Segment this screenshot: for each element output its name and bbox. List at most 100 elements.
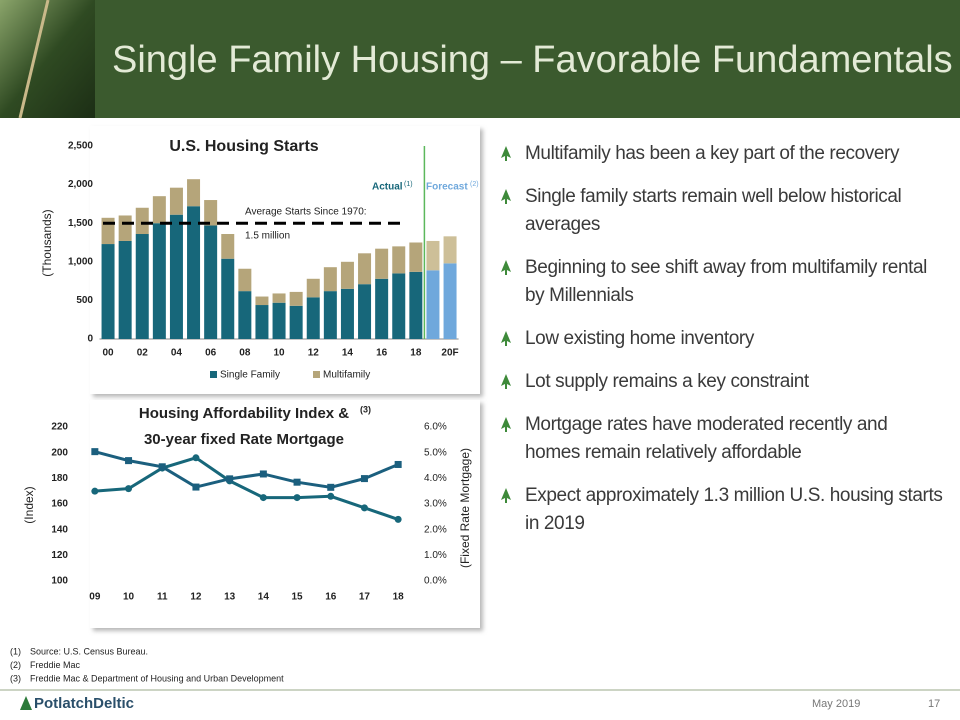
footnote-marker: (1) bbox=[10, 646, 21, 656]
marker bbox=[226, 475, 234, 483]
marker bbox=[327, 483, 335, 491]
bar bbox=[323, 291, 337, 339]
bullet-text: Multifamily has been a key part of the r… bbox=[525, 143, 900, 164]
marker bbox=[360, 475, 368, 483]
bar bbox=[169, 214, 183, 339]
bullet-tree bbox=[501, 146, 511, 161]
bullet: Lot supply remains a key constraint bbox=[500, 368, 945, 396]
bar bbox=[358, 284, 372, 339]
x-tick-label: 18 bbox=[393, 592, 405, 603]
bar bbox=[135, 234, 149, 339]
bar bbox=[323, 267, 337, 292]
y-tick-label: 120 bbox=[51, 550, 68, 561]
header-image-road bbox=[18, 0, 50, 119]
bullet-text: Lot supply remains a key constraint bbox=[525, 371, 809, 392]
bar bbox=[221, 258, 235, 339]
housing-starts-chart: U.S. Housing Starts (Thousands) 0 500 1,000 1… bbox=[40, 138, 478, 380]
footnote-marker: (3) bbox=[10, 673, 21, 683]
affordability-chart: Housing Affordability Index & 30-year fix… bbox=[22, 404, 472, 602]
y2-tick-label: 6.0% bbox=[424, 422, 447, 433]
logo: PotlatchDeltic bbox=[34, 695, 134, 712]
chart-title: Housing Affordability Index & bbox=[139, 405, 349, 422]
bar bbox=[306, 278, 320, 298]
x-tick-label: 04 bbox=[171, 348, 183, 359]
x-tick-label: 14 bbox=[342, 348, 354, 359]
bar bbox=[340, 288, 354, 339]
bar bbox=[152, 223, 166, 339]
line-series bbox=[94, 456, 399, 521]
y-axis-label: (Thousands) bbox=[40, 209, 54, 276]
x-tick-label: 16 bbox=[325, 592, 337, 603]
chart-panel bbox=[90, 400, 480, 628]
x-tick-label: 18 bbox=[410, 348, 422, 359]
x-tick-label: 08 bbox=[239, 348, 251, 359]
footnotes: (1) Source: U.S. Census Bureau. (2) Freddie… bbox=[10, 646, 284, 683]
bullet: Multifamily has been a key part of the r… bbox=[500, 140, 945, 168]
y-tick-label: 1,500 bbox=[68, 218, 93, 229]
header-image bbox=[0, 0, 95, 118]
bar bbox=[238, 268, 252, 292]
x-tick-label: 16 bbox=[376, 348, 388, 359]
bar bbox=[238, 291, 252, 339]
y-tick-label: 0 bbox=[87, 334, 93, 345]
bar bbox=[289, 291, 303, 306]
bar bbox=[169, 187, 183, 215]
bar bbox=[375, 278, 389, 339]
bullet-text: Mortgage rates have moderated recently a… bbox=[525, 414, 888, 463]
chart-title-note: (3) bbox=[360, 404, 371, 414]
page-number: 17 bbox=[928, 698, 940, 710]
bullet-list: Multifamily has been a key part of the r… bbox=[500, 140, 945, 553]
bar bbox=[289, 305, 303, 339]
bullet-icon bbox=[501, 417, 511, 432]
bullet-text: Beginning to see shift away from multifa… bbox=[525, 257, 928, 306]
bullet: Expect approximately 1.3 million U.S. ho… bbox=[500, 482, 945, 538]
bar bbox=[426, 270, 440, 339]
bar bbox=[272, 302, 286, 339]
y-tick-label: 160 bbox=[51, 499, 68, 510]
bullet-icon bbox=[501, 374, 511, 389]
y2-tick-label: 1.0% bbox=[424, 550, 447, 561]
y-tick-label: 2,500 bbox=[68, 141, 93, 152]
bar bbox=[204, 200, 218, 226]
bar bbox=[392, 246, 406, 274]
marker bbox=[259, 494, 267, 502]
legend-label: Single Family bbox=[220, 370, 280, 381]
bullet: Beginning to see shift away from multifa… bbox=[500, 254, 945, 310]
x-tick-label: 12 bbox=[308, 348, 320, 359]
marker bbox=[293, 478, 301, 486]
line-series bbox=[94, 450, 399, 489]
bullet-text: Single family starts remain well below h… bbox=[525, 186, 902, 235]
reference-label: 1.5 million bbox=[245, 231, 290, 242]
bar bbox=[340, 261, 354, 289]
y-tick-label: 180 bbox=[51, 473, 68, 484]
marker bbox=[293, 494, 301, 502]
bar bbox=[152, 196, 166, 224]
marker bbox=[327, 492, 335, 500]
y2-tick-label: 2.0% bbox=[424, 524, 447, 535]
bar bbox=[255, 296, 269, 306]
marker bbox=[91, 448, 99, 456]
marker bbox=[192, 454, 200, 462]
chart-title: U.S. Housing Starts bbox=[169, 138, 318, 155]
bullet-tree bbox=[501, 374, 511, 389]
bar bbox=[306, 297, 320, 339]
y-tick-label: 200 bbox=[51, 447, 68, 458]
marker bbox=[91, 487, 99, 495]
y-tick-label: 100 bbox=[51, 576, 68, 587]
footnote-marker: (2) bbox=[10, 660, 21, 670]
marker bbox=[158, 463, 166, 471]
bullet-icon bbox=[501, 189, 511, 204]
bullet-icon bbox=[501, 331, 511, 346]
bullet: Low existing home inventory bbox=[500, 325, 945, 353]
annotation-note: (2) bbox=[470, 181, 479, 188]
header-band bbox=[0, 0, 960, 118]
legend-label: Multifamily bbox=[323, 370, 370, 381]
bullet: Single family starts remain well below h… bbox=[500, 183, 945, 239]
bar bbox=[426, 240, 440, 271]
bar bbox=[358, 253, 372, 285]
legend-swatch bbox=[313, 371, 320, 378]
bullet-text: Low existing home inventory bbox=[525, 328, 754, 349]
y2-tick-label: 5.0% bbox=[424, 447, 447, 458]
